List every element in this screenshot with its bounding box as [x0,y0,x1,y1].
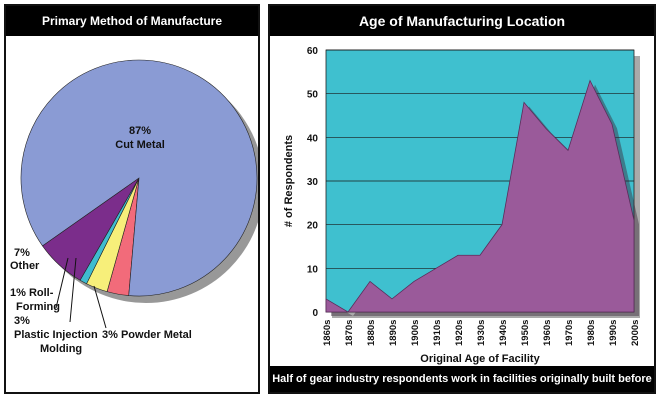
y-tick-label: 50 [307,90,319,101]
x-tick-label: 1950s [520,320,531,346]
pie-label-roll-pct: 1% Roll- [10,287,54,299]
x-tick-label: 1930s [476,320,487,346]
x-axis-title: Original Age of Facility [420,353,540,365]
area-chart: 0 10 20 30 40 50 60 1860s 1870s 1880s 1890s 1900s 19… [270,6,654,392]
y-axis-title: # of Respondents [283,135,295,227]
pie-label-plastic-pct: 3% [14,315,30,327]
y-tick-label: 30 [307,177,319,188]
x-tick-label: 1860s [322,320,333,346]
pie-label-cut-metal: Cut Metal [115,139,165,151]
x-tick-label: 1970s [564,320,575,346]
pie-label-powder: 3% Powder Metal [102,329,192,341]
pie-label-roll: Forming [16,301,60,313]
y-tick-label: 0 [312,308,318,319]
x-tick-label: 1900s [410,320,421,346]
pie-label-cut-metal-pct: 87% [129,125,151,137]
y-tick-label: 60 [307,46,319,57]
x-tick-label: 2000s [630,320,641,346]
x-tick-label: 1990s [608,320,619,346]
y-tick-label: 20 [307,221,319,232]
pie-label-other-pct: 7% [14,247,30,259]
x-tick-label: 1920s [454,320,465,346]
pie-label-plastic: Plastic Injection [14,329,98,341]
pie-chart-panel: Primary Method of Manufacture 87%Cut Met… [4,4,260,394]
x-tick-label: 1880s [366,320,377,346]
x-tick-label: 1870s [344,320,355,346]
x-tick-label: 1940s [498,320,509,346]
x-tick-label: 1890s [388,320,399,346]
pie-chart: 87% Cut Metal 7%Other 1% Roll- Forming 3% Plas… [6,6,258,392]
y-tick-label: 10 [307,264,319,275]
pie-label-other: Other [10,260,40,272]
pie-label-plastic-2: Molding [40,343,82,355]
y-tick-label: 40 [307,133,319,144]
x-tick-label: 1910s [432,320,443,346]
x-tick-label: 1980s [586,320,597,346]
x-tick-label: 1960s [542,320,553,346]
area-chart-caption: Half of gear industry respondents work i… [270,366,654,392]
